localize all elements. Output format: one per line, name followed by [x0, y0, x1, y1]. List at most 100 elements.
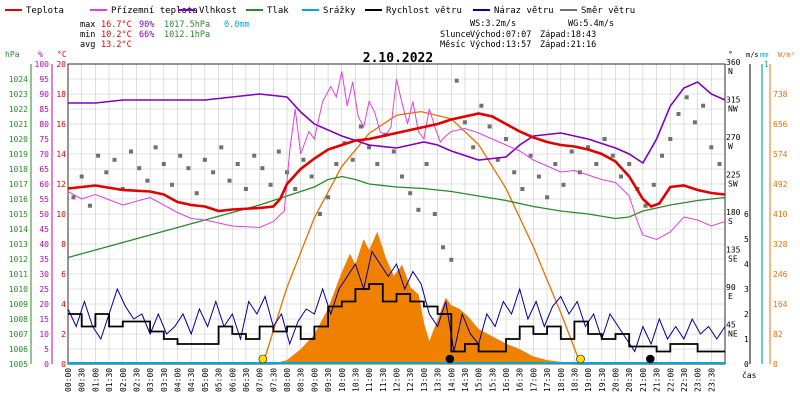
humidity-axis-label: % — [38, 50, 43, 59]
time-tick-label: 20:30 — [625, 368, 634, 392]
legend-rain: Srážky — [323, 6, 356, 16]
wind-direction-point — [235, 162, 240, 166]
humidity-tick-label: 5 — [44, 345, 49, 354]
moonset-marker — [645, 354, 655, 364]
time-tick-label: 13:00 — [420, 368, 429, 392]
time-tick-label: 20:00 — [612, 368, 621, 392]
wind-direction-point — [367, 145, 372, 150]
time-tick-label: 15:00 — [475, 368, 484, 392]
time-tick-label: 03:30 — [160, 368, 169, 392]
wind-direction-point — [479, 103, 484, 108]
pressure-tick-label: 1019 — [9, 150, 28, 159]
wind-direction-point — [602, 137, 607, 141]
wind-direction-point — [424, 162, 429, 166]
wind-speed-line — [68, 283, 725, 353]
humidity-tick-label: 65 — [39, 165, 49, 174]
wind-direction-point — [627, 162, 632, 166]
wind-direction-point — [462, 120, 467, 125]
time-tick-label: 02:30 — [132, 368, 141, 392]
legend-pressure: Tlak — [267, 6, 289, 16]
rain-tick-label: 1 — [764, 60, 769, 69]
wind-direction-point — [432, 212, 437, 216]
moonrise-marker — [445, 354, 455, 364]
time-tick-label: 06:30 — [242, 368, 251, 392]
legend-ground-temperature: Přízemní teplota — [111, 6, 198, 16]
stats-max-press: 1017.5hPa — [164, 20, 210, 30]
direction-name-label: S — [728, 217, 733, 226]
humidity-tick-label: 70 — [39, 150, 49, 159]
wind-direction-point — [643, 203, 648, 208]
pressure-tick-label: 1020 — [9, 135, 28, 144]
direction-name-label: N — [728, 67, 733, 76]
direction-tick-label: 315 — [726, 96, 741, 105]
sunrise-marker — [258, 354, 268, 364]
temperature-tick-label: 16 — [56, 120, 66, 129]
radiation-tick-label: 164 — [773, 300, 788, 309]
wind-direction-point — [268, 182, 273, 187]
wind-direction-point — [701, 103, 706, 108]
wind-direction-point — [334, 162, 339, 166]
grid — [67, 63, 726, 365]
temperature-tick-label: 18 — [56, 90, 66, 99]
speed-tick-label: 3 — [744, 285, 749, 294]
wind-direction-point — [441, 245, 445, 250]
time-tick-label: 12:30 — [406, 368, 415, 392]
time-tick-label: 22:30 — [680, 368, 689, 392]
time-tick-label: 22:00 — [666, 368, 675, 392]
humidity-tick-label: 85 — [39, 105, 49, 114]
legend-wind-speed: Rychlost větru — [386, 6, 462, 16]
stats-max-temp: 16.7°C — [101, 20, 132, 30]
wind-direction-point — [375, 162, 380, 166]
humidity-line — [68, 81, 726, 165]
speed-axis-label: m/s — [746, 51, 759, 59]
wind-direction-point — [350, 157, 355, 162]
temperature-tick-label: 14 — [56, 150, 66, 159]
temperature-tick-label: 2 — [61, 330, 66, 339]
wind-direction-point — [512, 170, 517, 175]
wind-direction-point — [260, 166, 265, 171]
pressure-tick-label: 1015 — [9, 210, 28, 219]
wind-direction-point — [528, 153, 533, 158]
pressure-tick-label: 1009 — [9, 300, 28, 309]
humidity-tick-label: 90 — [39, 90, 49, 99]
radiation-tick-label: 738 — [773, 90, 788, 99]
radiation-tick-label: 0 — [773, 360, 778, 369]
wind-direction-point — [161, 162, 166, 166]
wind-direction-point — [104, 170, 109, 175]
wind-direction-point — [219, 145, 224, 150]
humidity-tick-label: 30 — [39, 270, 49, 279]
time-tick-label: 05:30 — [215, 368, 224, 392]
wind-direction-point — [186, 166, 191, 171]
stats-max-rain: 0.0mm — [224, 20, 250, 30]
direction-tick-label: 270 — [726, 133, 741, 142]
temperature-tick-label: 0 — [61, 360, 66, 369]
wind-direction-point — [619, 174, 623, 179]
wind-direction-point — [594, 162, 599, 166]
pressure-tick-label: 1013 — [9, 240, 28, 249]
wind-gust-info: WG:5.4m/s — [568, 19, 614, 29]
wind-direction-point — [326, 195, 331, 200]
humidity-tick-label: 60 — [39, 180, 49, 189]
chart-title: 2.10.2022 — [363, 51, 433, 66]
wind-direction-point — [293, 187, 298, 191]
wind-direction-point — [692, 120, 697, 125]
wind-direction-point — [227, 178, 232, 183]
time-tick-label: 13:30 — [434, 368, 443, 392]
radiation-area — [273, 231, 575, 365]
time-tick-label: 21:30 — [653, 368, 662, 392]
x-axis-label: čas — [742, 370, 757, 380]
time-tick-label: 11:00 — [365, 368, 374, 392]
wind-direction-point — [684, 95, 689, 100]
wind-direction-point — [252, 153, 257, 158]
time-tick-label: 04:30 — [187, 368, 196, 392]
stats-max-hum: 90% — [139, 20, 154, 30]
time-tick-label: 17:30 — [543, 368, 552, 392]
humidity-tick-label: 55 — [39, 195, 49, 204]
time-tick-label: 09:00 — [310, 368, 319, 392]
pressure-tick-label: 1024 — [9, 75, 28, 84]
legend-wind-direction: Směr větru — [581, 6, 635, 16]
legend-temperature: Teplota — [26, 6, 64, 16]
humidity-tick-label: 95 — [39, 75, 49, 84]
time-tick-label: 08:00 — [283, 368, 292, 392]
wind-direction-point — [495, 157, 500, 162]
